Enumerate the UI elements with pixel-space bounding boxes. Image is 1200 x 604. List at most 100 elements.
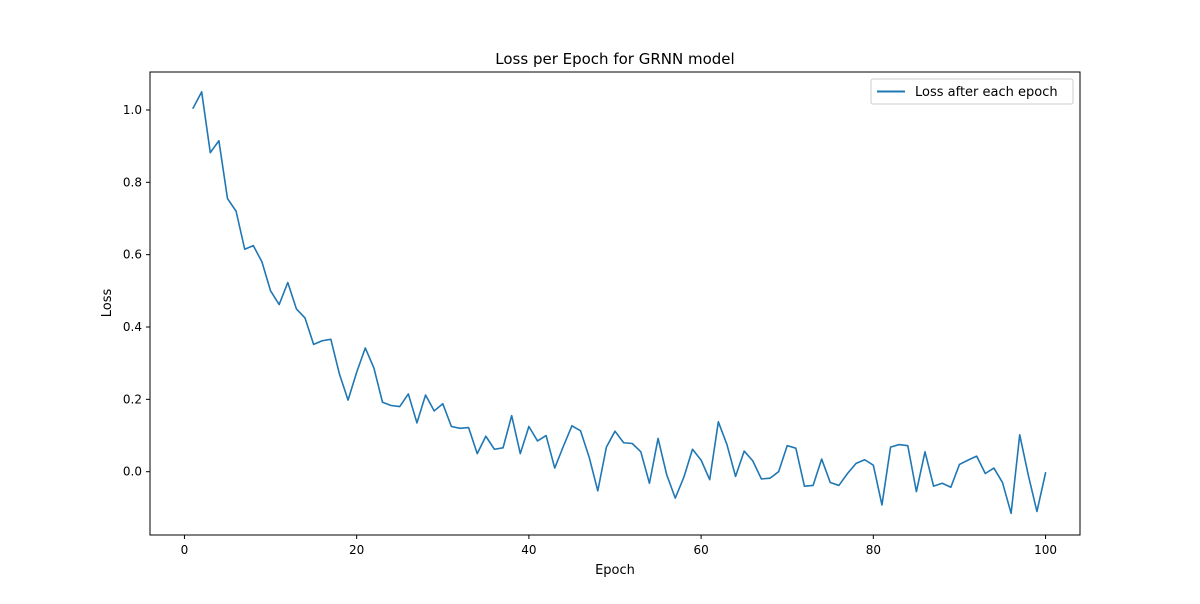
series-point xyxy=(425,394,427,396)
series-point xyxy=(614,430,616,432)
series-point xyxy=(554,467,556,469)
series-point xyxy=(700,459,702,461)
series-point xyxy=(769,477,771,479)
series-point xyxy=(993,467,995,469)
series-point xyxy=(838,485,840,487)
series-point xyxy=(847,473,849,475)
series-point xyxy=(924,451,926,453)
series-point xyxy=(192,107,194,109)
series-point xyxy=(390,405,392,407)
series-point xyxy=(933,485,935,487)
series-point xyxy=(717,421,719,423)
series-point xyxy=(829,482,831,484)
series-point xyxy=(709,479,711,481)
series-point xyxy=(743,450,745,452)
x-tick-label: 0 xyxy=(181,543,189,557)
series-point xyxy=(623,442,625,444)
series-point xyxy=(1010,512,1012,514)
series-point xyxy=(485,435,487,437)
series-point xyxy=(907,445,909,447)
legend: Loss after each epoch xyxy=(870,78,1074,105)
series-point xyxy=(804,485,806,487)
y-tick-label: 0.4 xyxy=(123,320,142,334)
series-point xyxy=(261,261,263,263)
series-point xyxy=(528,426,530,428)
x-axis-label: Epoch xyxy=(595,563,635,578)
series-point xyxy=(433,410,435,412)
series-point xyxy=(313,343,315,345)
series-point xyxy=(786,445,788,447)
series-point xyxy=(442,403,444,405)
series-point xyxy=(683,476,685,478)
x-tick-label: 20 xyxy=(349,543,364,557)
series-point xyxy=(915,491,917,493)
plot-area-frame xyxy=(149,71,1081,536)
series-point xyxy=(649,482,651,484)
series-point xyxy=(597,490,599,492)
series-point xyxy=(201,91,203,93)
series-point xyxy=(674,497,676,499)
series-point xyxy=(864,459,866,461)
series-point xyxy=(588,456,590,458)
series-point xyxy=(537,440,539,442)
series-point xyxy=(373,367,375,369)
series-point xyxy=(959,464,961,466)
series-point xyxy=(571,425,573,427)
series-point xyxy=(821,458,823,460)
series-point xyxy=(752,460,754,462)
x-tick-label: 40 xyxy=(521,543,536,557)
series-point xyxy=(812,485,814,487)
series-point xyxy=(519,453,521,455)
series-point xyxy=(252,245,254,247)
series-point xyxy=(218,140,220,142)
series-line-loss xyxy=(192,91,1047,515)
series-point xyxy=(476,453,478,455)
series-point xyxy=(278,304,280,306)
series-point xyxy=(347,399,349,401)
series-point xyxy=(881,504,883,506)
series-point xyxy=(330,338,332,340)
y-tick-label: 1.0 xyxy=(123,103,142,117)
series-point xyxy=(416,422,418,424)
series-point xyxy=(562,445,564,447)
series-point xyxy=(227,198,229,200)
y-axis-label: Loss xyxy=(100,289,115,318)
y-tick-label: 0.6 xyxy=(123,248,142,262)
series-point xyxy=(657,438,659,440)
series-point xyxy=(304,317,306,319)
y-tick-label: 0.8 xyxy=(123,175,142,189)
series-point xyxy=(407,393,409,395)
series-point xyxy=(209,152,211,154)
series-point xyxy=(984,473,986,475)
series-point xyxy=(545,435,547,437)
series-point xyxy=(898,444,900,446)
series-point xyxy=(295,308,297,310)
legend-box xyxy=(870,78,1074,105)
series-point xyxy=(459,427,461,429)
series-point xyxy=(1027,474,1029,476)
series-point xyxy=(855,462,857,464)
series-point xyxy=(735,476,737,478)
legend-entry-label: Loss after each epoch xyxy=(915,85,1058,100)
y-tick-label: 0.0 xyxy=(123,465,142,479)
series-point xyxy=(287,282,289,284)
series-point xyxy=(795,447,797,449)
series-point xyxy=(1019,434,1021,436)
series-point xyxy=(976,455,978,457)
series-point xyxy=(726,444,728,446)
series-point xyxy=(399,406,401,408)
series-point xyxy=(356,371,358,373)
y-tick-label: 0.2 xyxy=(123,392,142,406)
series-point xyxy=(760,478,762,480)
series-point xyxy=(1036,511,1038,513)
series-point xyxy=(941,482,943,484)
series-point xyxy=(967,459,969,461)
series-point xyxy=(364,347,366,349)
x-tick-label: 80 xyxy=(866,543,881,557)
series-point xyxy=(321,340,323,342)
series-point xyxy=(1045,472,1047,474)
series-point xyxy=(235,210,237,212)
series-point xyxy=(382,401,384,403)
